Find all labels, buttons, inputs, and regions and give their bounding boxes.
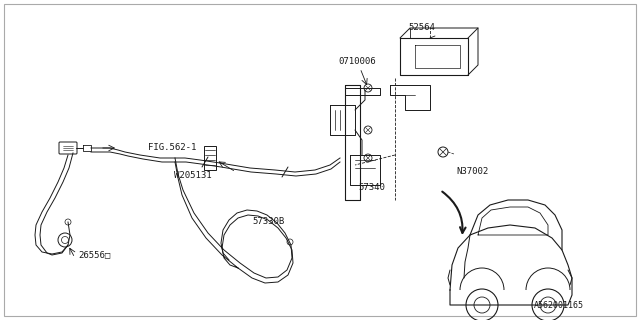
FancyBboxPatch shape xyxy=(59,142,77,154)
Text: 52564: 52564 xyxy=(408,23,435,33)
Text: 0710006: 0710006 xyxy=(338,58,376,67)
Text: 57340: 57340 xyxy=(358,183,385,193)
Text: 26556□: 26556□ xyxy=(78,251,110,260)
Text: W205131: W205131 xyxy=(174,171,212,180)
Text: A562001165: A562001165 xyxy=(534,301,584,310)
Text: 57330B: 57330B xyxy=(252,218,284,227)
Text: FIG.562-1: FIG.562-1 xyxy=(148,143,196,153)
Text: N37002: N37002 xyxy=(456,167,488,177)
Bar xyxy=(204,146,216,170)
